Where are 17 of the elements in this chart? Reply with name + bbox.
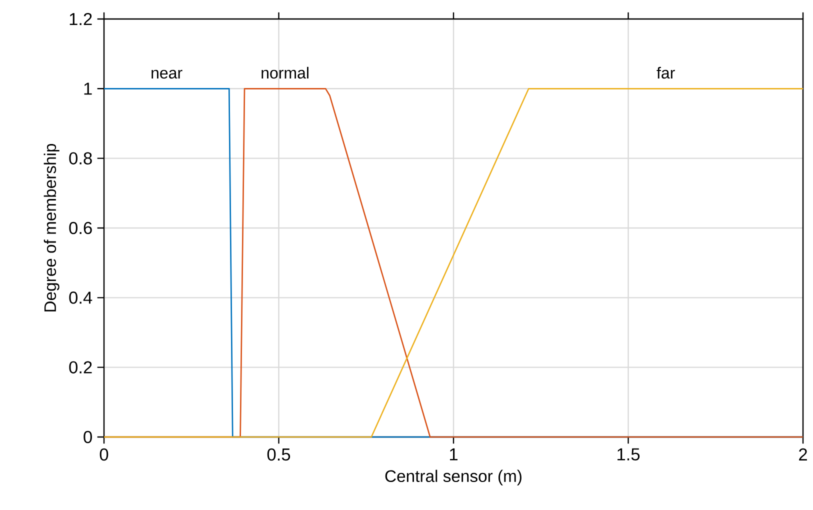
series-label: near <box>152 70 182 79</box>
y-axis-title: Degree of membership <box>44 144 60 312</box>
x-axis-title: Central sensor (m) <box>385 470 522 486</box>
y-tick-label: 0.8 <box>69 152 92 164</box>
y-tick-label: 0.2 <box>69 361 92 374</box>
y-tick-label: 1.2 <box>70 12 92 26</box>
y-tick-label: 1 <box>84 82 92 95</box>
x-tick-label: 1 <box>450 448 458 460</box>
x-tick-label: 1.5 <box>618 448 640 460</box>
x-tick-label: 0 <box>100 448 108 461</box>
y-tick-label: 0 <box>84 430 92 444</box>
x-tick-label: 0.5 <box>267 448 290 461</box>
x-tick-label: 2 <box>799 448 807 460</box>
series-label: far <box>656 66 675 79</box>
y-tick-label: 0.4 <box>69 292 92 304</box>
series-label: normal <box>262 66 308 79</box>
y-tick-label: 0.6 <box>69 222 92 234</box>
